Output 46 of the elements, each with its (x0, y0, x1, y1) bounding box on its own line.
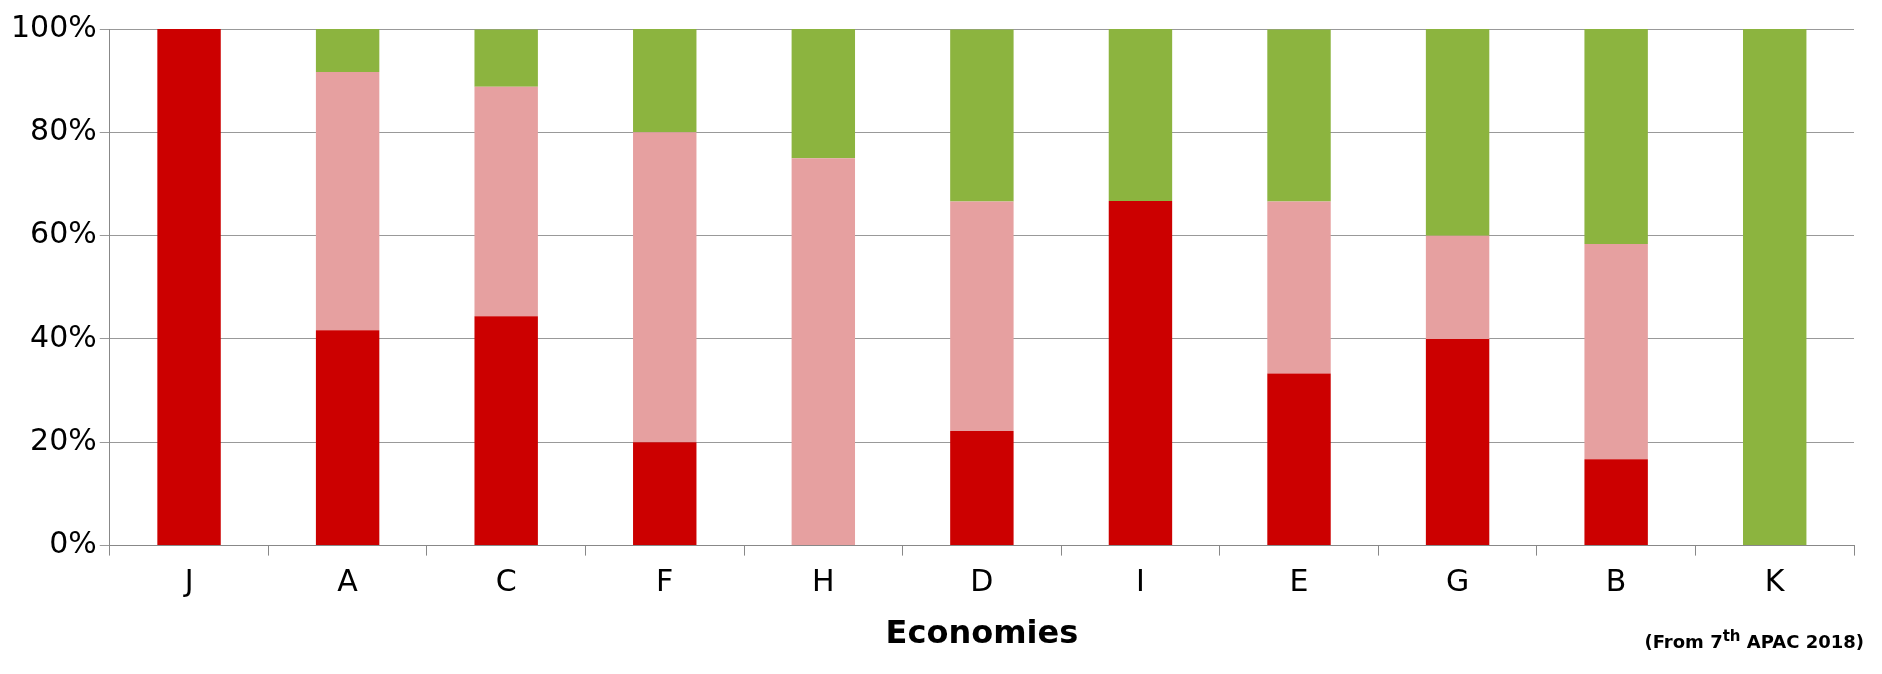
bar (315, 330, 380, 546)
bar (315, 29, 380, 72)
y-tick-label: 0% (49, 525, 97, 561)
y-tick-label: 80% (30, 112, 97, 148)
bar (474, 316, 538, 546)
x-tick-label: J (182, 563, 194, 599)
bar (1267, 201, 1331, 374)
bar (633, 132, 697, 443)
bar (1108, 201, 1173, 546)
y-tick-label: 40% (30, 318, 97, 354)
bar (1425, 235, 1490, 339)
bar (791, 158, 856, 546)
y-tick-label: 60% (30, 215, 97, 251)
x-tick-label: A (337, 563, 359, 599)
x-tick-label: I (1136, 563, 1145, 599)
x-tick-label: H (812, 563, 835, 599)
x-tick-label: E (1289, 563, 1309, 599)
x-tick-label: K (1764, 563, 1786, 599)
bar (1108, 29, 1173, 202)
bar (157, 29, 221, 546)
y-tick-label: 20% (30, 422, 97, 458)
x-axis-title: Economies (885, 613, 1079, 652)
bar (474, 86, 538, 317)
bar (1267, 373, 1331, 546)
bar (474, 29, 538, 87)
bar (950, 430, 1014, 546)
y-tick-label: 100% (10, 8, 97, 44)
x-tick-label: C (495, 563, 517, 599)
bar (1584, 459, 1648, 546)
bar (1584, 29, 1648, 244)
x-tick-label: G (1445, 563, 1470, 599)
bar (1425, 29, 1490, 236)
bar (950, 29, 1014, 202)
bar (315, 71, 380, 331)
bar (1267, 29, 1331, 202)
bar (950, 201, 1014, 431)
bar (633, 29, 697, 133)
bar (633, 442, 697, 546)
x-tick-label: D (970, 563, 994, 599)
bar (1743, 29, 1807, 546)
x-tick-label: F (656, 563, 674, 599)
bar (1584, 243, 1648, 460)
bar (1425, 338, 1490, 546)
bar (791, 29, 856, 159)
text: (From 7$^{th}$ APAC 2018) (1644, 627, 1864, 652)
x-tick-label: B (1605, 563, 1627, 599)
